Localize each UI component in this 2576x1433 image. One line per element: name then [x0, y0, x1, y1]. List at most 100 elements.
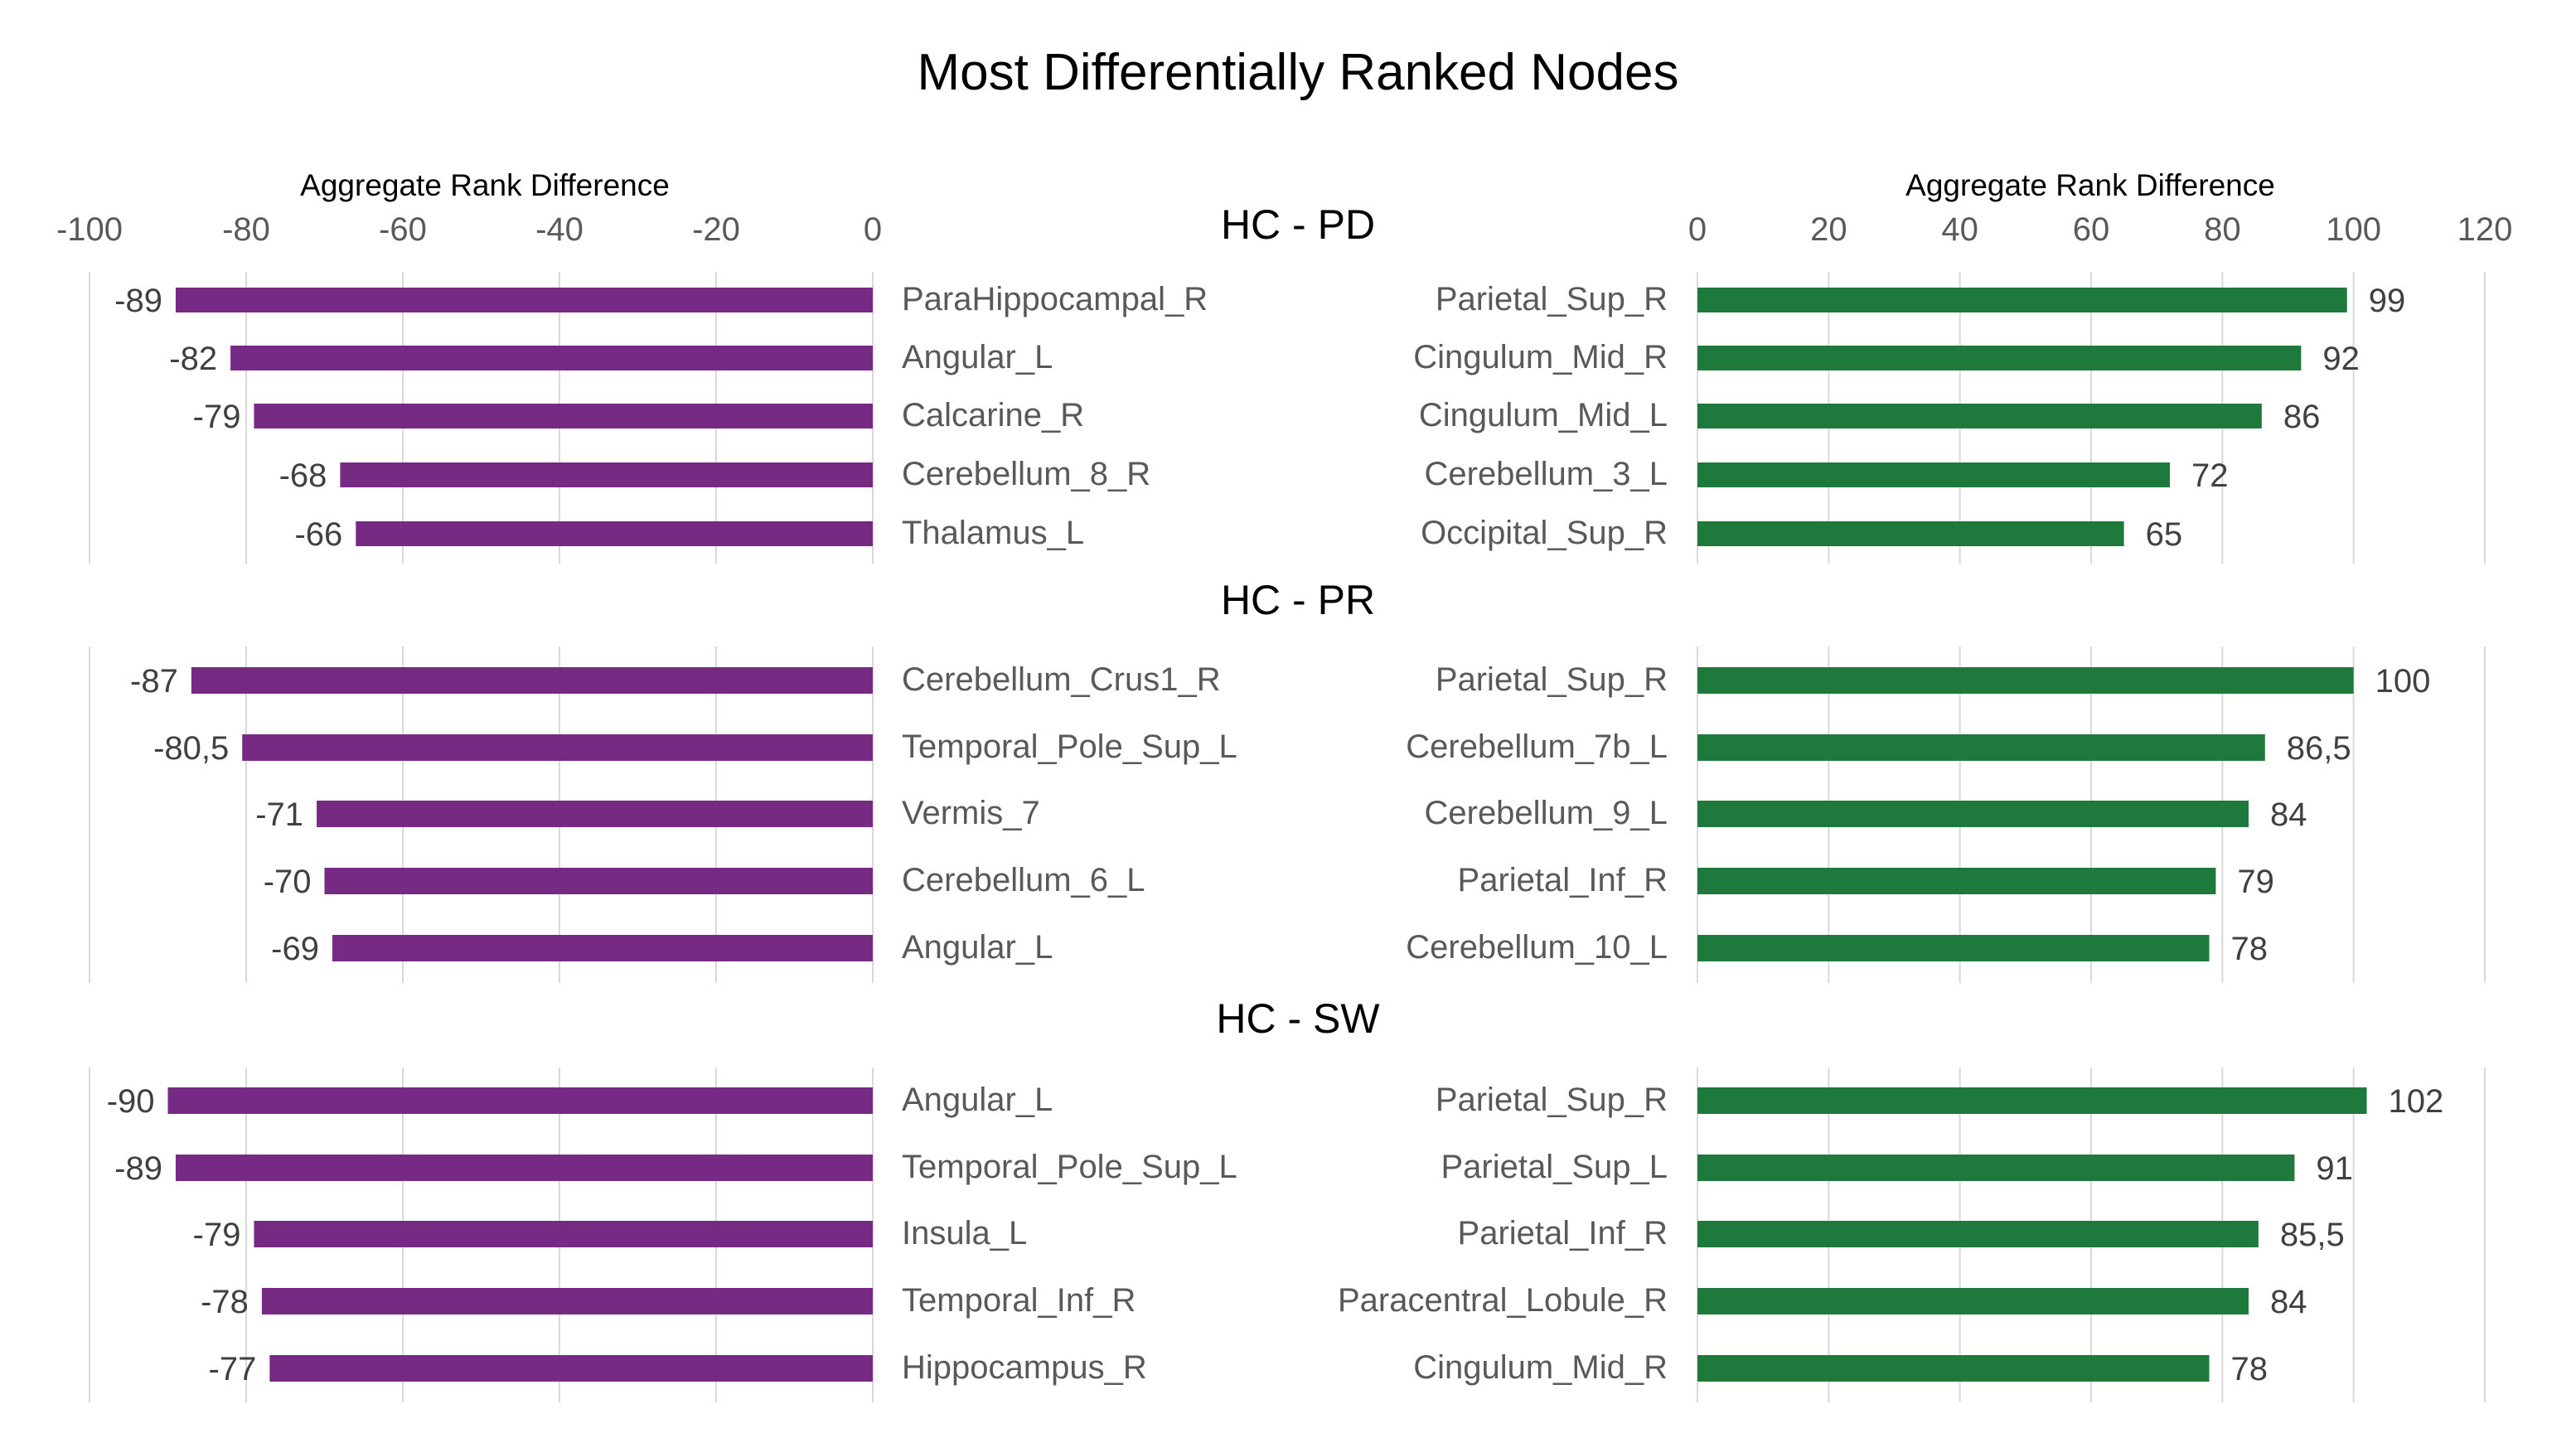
positive-category-label: Parietal_Inf_R: [1458, 1215, 1668, 1251]
positive-category-label: Cingulum_Mid_R: [1413, 339, 1668, 375]
positive-bar: [1697, 346, 2302, 370]
negative-bar: [175, 1155, 873, 1181]
negative-category-label: Vermis_7: [902, 795, 1040, 831]
negative-category-label: Calcarine_R: [902, 397, 1084, 433]
negative-value-label: -80,5: [153, 730, 229, 767]
negative-value-label: -77: [209, 1351, 257, 1387]
right-tick-label: 60: [2073, 211, 2110, 248]
negative-bar: [269, 1355, 874, 1382]
negative-category-label: Cerebellum_6_L: [902, 862, 1145, 898]
negative-value-label: -79: [193, 399, 241, 435]
positive-category-label: Paracentral_Lobule_R: [1338, 1282, 1668, 1319]
axis-ticks: -100 -80 -60 -40 -20 0 0 20 40 60 80 100 120: [56, 211, 2512, 248]
negative-category-label: Angular_L: [902, 929, 1053, 966]
positive-bar: [1697, 801, 2249, 827]
right-tick-label: 0: [1688, 211, 1707, 248]
negative-category-label: Temporal_Pole_Sup_L: [902, 1149, 1237, 1185]
positive-category-label: Cerebellum_9_L: [1424, 795, 1668, 831]
negative-bar: [324, 868, 873, 894]
positive-bar: [1697, 935, 2210, 961]
positive-bar: [1697, 1155, 2295, 1181]
positive-category-label: Cingulum_Mid_L: [1419, 397, 1668, 433]
negative-bar: [175, 288, 873, 312]
positive-value-label: 84: [2270, 796, 2307, 833]
left-tick-label: -60: [379, 211, 427, 248]
positive-bar: [1697, 404, 2262, 428]
positive-value-label: 86,5: [2287, 730, 2351, 767]
negative-value-label: -90: [107, 1083, 155, 1120]
negative-value-label: -87: [130, 663, 178, 700]
negative-category-label: Cerebellum_Crus1_R: [902, 661, 1221, 698]
negative-value-label: -66: [294, 516, 342, 553]
positive-bar: [1697, 1087, 2367, 1114]
positive-value-label: 72: [2191, 457, 2229, 494]
negative-value-label: -89: [114, 1150, 162, 1187]
right-tick-label: 100: [2326, 211, 2381, 248]
positive-value-label: 86: [2283, 399, 2321, 435]
left-axis-title: Aggregate Rank Difference: [300, 168, 670, 202]
panel-title: HC - SW: [1216, 995, 1380, 1042]
positive-value-label: 84: [2270, 1284, 2307, 1320]
positive-value-label: 99: [2369, 283, 2406, 319]
negative-bar: [261, 1288, 873, 1314]
panel-title: HC - PR: [1221, 577, 1375, 623]
negative-category-label: ParaHippocampal_R: [902, 281, 1208, 317]
positive-value-label: 78: [2231, 931, 2269, 967]
negative-category-label: Temporal_Pole_Sup_L: [902, 729, 1237, 765]
negative-bar: [191, 667, 874, 694]
negative-value-label: -68: [279, 457, 327, 494]
negative-bar: [167, 1087, 873, 1114]
positive-category-label: Cingulum_Mid_R: [1413, 1349, 1668, 1386]
positive-bar: [1697, 667, 2354, 694]
panel-title: HC - PD: [1221, 201, 1375, 248]
negative-bar: [332, 935, 873, 961]
positive-value-label: 102: [2389, 1083, 2444, 1120]
panel-2: HC - PR -87 Cerebellum_Crus1_R -80,5 Tempora…: [130, 577, 2430, 967]
negative-value-label: -70: [264, 864, 312, 900]
positive-value-label: 65: [2146, 516, 2183, 553]
negative-category-label: Thalamus_L: [902, 515, 1084, 551]
right-axis-title: Aggregate Rank Difference: [1905, 168, 2275, 202]
positive-value-label: 79: [2237, 864, 2274, 900]
left-tick-label: -80: [222, 211, 270, 248]
positive-category-label: Cerebellum_10_L: [1406, 929, 1668, 966]
right-tick-label: 40: [1941, 211, 1978, 248]
positive-bar: [1697, 1221, 2259, 1247]
negative-bar: [340, 462, 873, 487]
negative-value-label: -79: [193, 1217, 241, 1253]
chart-title: Most Differentially Ranked Nodes: [918, 44, 1679, 101]
positive-value-label: 85,5: [2280, 1217, 2345, 1253]
negative-value-label: -69: [271, 931, 319, 967]
negative-category-label: Cerebellum_8_R: [902, 456, 1150, 492]
positive-bar: [1697, 288, 2347, 312]
positive-bar: [1697, 734, 2265, 761]
right-tick-label: 20: [1810, 211, 1847, 248]
left-tick-label: -20: [692, 211, 740, 248]
left-tick-label: -40: [535, 211, 583, 248]
positive-category-label: Parietal_Sup_R: [1436, 661, 1668, 698]
gridlines: [89, 272, 2486, 1402]
positive-value-label: 100: [2375, 663, 2431, 700]
positive-bar: [1697, 521, 2124, 546]
positive-value-label: 78: [2231, 1351, 2269, 1387]
negative-value-label: -82: [169, 341, 217, 377]
positive-bar: [1697, 1288, 2249, 1314]
positive-category-label: Parietal_Inf_R: [1458, 862, 1668, 898]
negative-category-label: Insula_L: [902, 1215, 1027, 1251]
positive-value-label: 92: [2322, 341, 2360, 377]
negative-bar: [254, 1221, 873, 1247]
positive-bar: [1697, 868, 2216, 894]
positive-category-label: Occipital_Sup_R: [1421, 515, 1668, 551]
negative-bar: [254, 404, 873, 428]
positive-bar: [1697, 1355, 2210, 1382]
left-tick-label: 0: [864, 211, 882, 248]
negative-category-label: Hippocampus_R: [902, 1349, 1147, 1386]
negative-value-label: -71: [255, 796, 303, 833]
left-tick-label: -100: [56, 211, 123, 248]
positive-category-label: Cerebellum_3_L: [1424, 456, 1668, 492]
positive-value-label: 91: [2316, 1150, 2353, 1187]
right-tick-label: 120: [2457, 211, 2513, 248]
negative-value-label: -89: [114, 283, 162, 319]
negative-value-label: -78: [201, 1284, 249, 1320]
